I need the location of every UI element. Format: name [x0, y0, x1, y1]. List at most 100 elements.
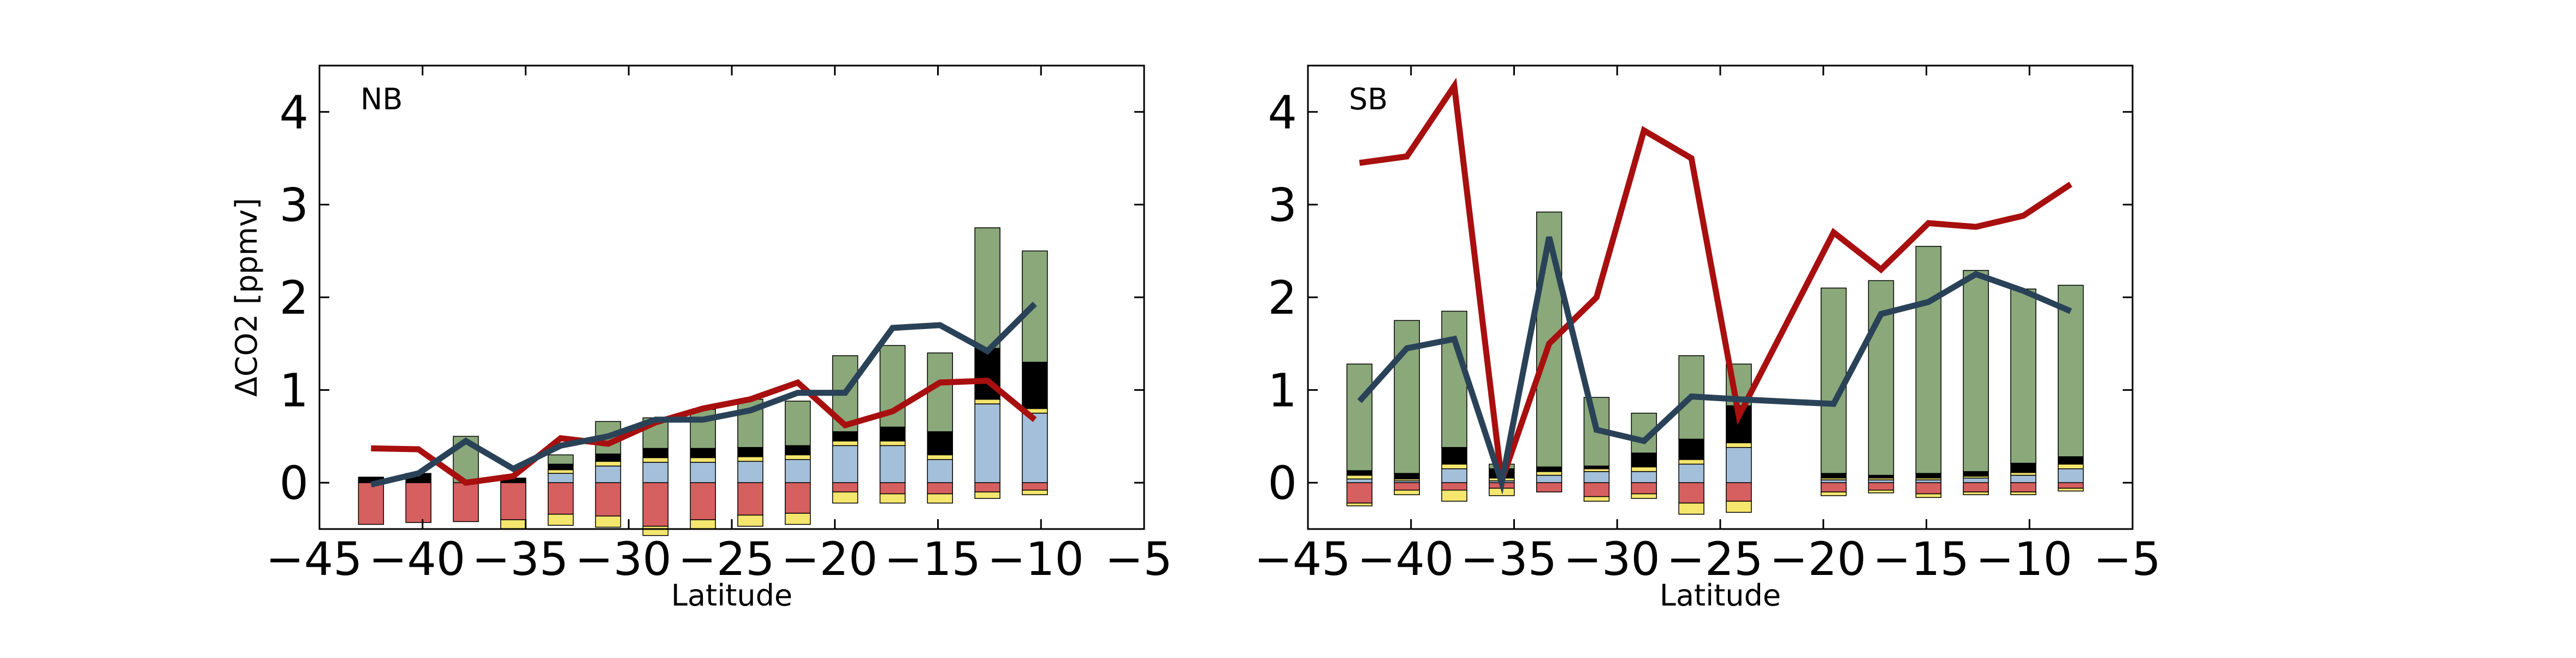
- bar-segment: [879, 493, 906, 504]
- bar-segment: [1868, 479, 1894, 483]
- bar-segment: [2010, 288, 2036, 464]
- bar-segment: [642, 457, 669, 463]
- y-tick-label: 0: [1268, 456, 1297, 510]
- bar-segment: [690, 519, 716, 530]
- bar-segment: [2010, 472, 2036, 476]
- x-tick-label: −30: [575, 532, 672, 586]
- red-line: [371, 378, 1037, 486]
- bar-segment: [595, 453, 621, 462]
- bar-segment: [1678, 502, 1704, 515]
- ticks-nb: −45 −40 −35 −30 −25 −20 −15 −10 −5 0 1 2 3 4: [265, 66, 1172, 586]
- bar-segment: [737, 482, 763, 516]
- bar-segment: [974, 491, 1000, 499]
- bar-segment: [2010, 474, 2036, 483]
- bar-segment: [1394, 320, 1420, 474]
- bar-segment: [1963, 491, 1989, 495]
- bar-segment: [927, 459, 954, 483]
- bar-segment: [974, 403, 1000, 483]
- bar-segment: [405, 482, 431, 523]
- bar-segment: [1346, 502, 1373, 507]
- y-tick-label: 2: [1268, 271, 1297, 325]
- x-tick-label: −25: [678, 532, 774, 586]
- bar-segment: [547, 473, 574, 483]
- bar-segment: [642, 448, 669, 459]
- bar-segment: [1726, 482, 1752, 502]
- x-tick-label: −35: [1460, 532, 1557, 586]
- bar-segment: [1963, 477, 1989, 483]
- bar-segment: [1726, 442, 1752, 448]
- y-tick-label: 4: [280, 86, 309, 139]
- bar-segment: [832, 491, 858, 504]
- bar-segment: [1346, 470, 1373, 476]
- bar-segment: [2058, 482, 2084, 489]
- panel-nb: −45 −40 −35 −30 −25 −20 −15 −10 −5 0 1 2 3 4 NB Latit…: [229, 64, 1172, 613]
- bar-segment: [785, 513, 811, 525]
- bar-segment: [1868, 474, 1894, 479]
- bar-segment: [1536, 466, 1562, 472]
- bars-nb: [358, 227, 1048, 536]
- bar-segment: [1915, 473, 1942, 479]
- bar-segment: [1441, 447, 1467, 465]
- bar-segment: [974, 227, 1000, 349]
- bar-segment: [832, 445, 858, 483]
- bar-segment: [927, 352, 954, 432]
- bar-segment: [879, 426, 906, 442]
- bar-segment: [358, 482, 384, 525]
- bar-segment: [1346, 478, 1373, 483]
- bar-segment: [500, 519, 526, 530]
- bar-segment: [1441, 463, 1467, 469]
- x-tick-label: −10: [1976, 532, 2072, 586]
- bar-segment: [2058, 468, 2084, 483]
- bar-segment: [832, 431, 858, 442]
- bar-segment: [1583, 496, 1610, 502]
- bar-segment: [595, 482, 621, 517]
- bar-segment: [1868, 490, 1894, 494]
- bar-segment: [785, 454, 811, 460]
- y-tick-label: 4: [1268, 86, 1297, 139]
- bar-segment: [927, 482, 954, 495]
- bar-segment: [1631, 413, 1657, 454]
- x-tick-label: −15: [884, 532, 981, 586]
- bar-segment: [974, 482, 1000, 492]
- bar-segment: [1820, 479, 1847, 483]
- bar-segment: [1631, 493, 1657, 499]
- bar-segment: [737, 514, 763, 527]
- x-tick-label: −30: [1564, 532, 1660, 586]
- x-tick-label: −35: [472, 532, 569, 586]
- bar-segment: [1678, 463, 1704, 483]
- bar-segment: [1868, 482, 1894, 491]
- x-tick-label: −10: [987, 532, 1084, 586]
- bar-segment: [1915, 482, 1942, 495]
- bar-segment: [1022, 482, 1048, 491]
- bar-segment: [690, 457, 716, 463]
- bar-segment: [1441, 482, 1467, 491]
- bar-segment: [1346, 474, 1373, 480]
- bar-segment: [2010, 462, 2036, 473]
- bar-segment: [879, 482, 906, 495]
- bar-segment: [642, 482, 669, 527]
- bar-segment: [1022, 361, 1048, 409]
- bar-segment: [927, 493, 954, 504]
- lines-nb: [370, 302, 1037, 487]
- bar-segment: [1346, 482, 1373, 504]
- y-tick-label: 3: [280, 178, 309, 232]
- bar-segment: [1583, 468, 1610, 472]
- bars-sb: [1346, 212, 2084, 515]
- bar-segment: [1820, 491, 1847, 496]
- x-tick-label: −40: [369, 532, 465, 586]
- x-tick-label: −45: [1254, 532, 1351, 586]
- bar-segment: [547, 463, 574, 471]
- red-line: [1359, 77, 2072, 482]
- bar-segment: [1631, 466, 1657, 472]
- y-tick-label: 3: [1268, 178, 1297, 232]
- bar-segment: [1963, 482, 1989, 492]
- bar-segment: [879, 440, 906, 446]
- bar-segment: [2058, 487, 2084, 492]
- x-tick-label: −15: [1873, 532, 1969, 586]
- blue-line: [1357, 236, 2072, 495]
- bar-segment: [547, 454, 574, 465]
- bar-segment: [1915, 245, 1942, 474]
- bar-segment: [1963, 270, 1989, 472]
- bar-segment: [1583, 471, 1610, 483]
